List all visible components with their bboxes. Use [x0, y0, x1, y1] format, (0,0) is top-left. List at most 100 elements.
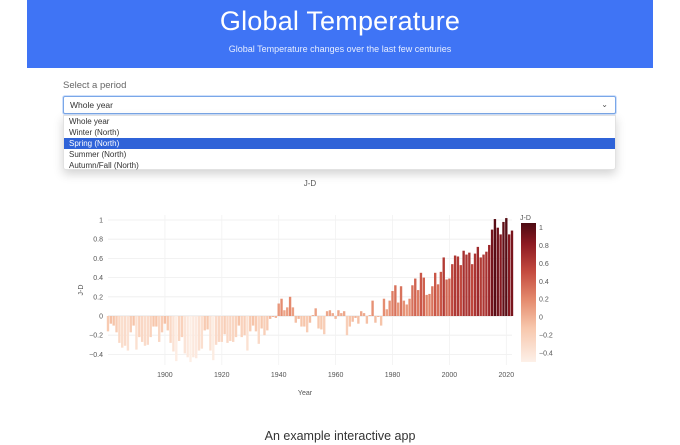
bar-1892[interactable] [140, 316, 144, 342]
bar-2012[interactable] [482, 254, 485, 316]
bar-1951[interactable] [308, 316, 312, 323]
bar-1935[interactable] [263, 316, 266, 336]
bar-1973[interactable] [371, 300, 374, 316]
bar-2022[interactable] [510, 230, 514, 316]
bar-1885[interactable] [121, 316, 124, 348]
option-spring-north[interactable]: Spring (North) [64, 138, 615, 149]
bar-2011[interactable] [479, 257, 482, 316]
bar-1983[interactable] [399, 286, 403, 316]
bar-1918[interactable] [214, 316, 218, 345]
bar-2005[interactable] [462, 250, 465, 316]
bar-1913[interactable] [200, 316, 204, 349]
bar-1959[interactable] [331, 313, 334, 316]
bar-1961[interactable] [337, 310, 340, 316]
bar-1994[interactable] [431, 286, 434, 316]
bar-1964[interactable] [345, 316, 349, 336]
bar-1909[interactable] [189, 316, 192, 363]
bar-1946[interactable] [294, 316, 297, 323]
bar-1972[interactable] [368, 315, 371, 316]
bar-2004[interactable] [459, 265, 462, 316]
bar-1944[interactable] [288, 296, 292, 316]
bar-1900[interactable] [163, 316, 167, 324]
bar-2007[interactable] [468, 252, 471, 316]
bar-1896[interactable] [152, 316, 155, 327]
bar-1971[interactable] [365, 316, 369, 324]
bar-1923[interactable] [229, 316, 232, 341]
bar-1925[interactable] [234, 316, 238, 338]
bar-1970[interactable] [362, 313, 366, 316]
bar-2016[interactable] [493, 219, 497, 316]
bar-1947[interactable] [297, 316, 300, 319]
bar-2013[interactable] [485, 251, 488, 316]
bar-1987[interactable] [411, 285, 414, 316]
bar-1996[interactable] [436, 284, 440, 316]
bar-1969[interactable] [360, 311, 363, 316]
bar-1899[interactable] [160, 316, 164, 333]
period-select[interactable]: Whole year ⌄ [63, 96, 616, 114]
bar-1932[interactable] [254, 316, 258, 332]
bar-1928[interactable] [243, 316, 246, 336]
bar-1917[interactable] [212, 316, 215, 361]
bar-1914[interactable] [203, 316, 206, 331]
bar-1942[interactable] [283, 310, 286, 316]
bar-1980[interactable] [391, 291, 394, 316]
bar-1891[interactable] [138, 316, 141, 338]
bar-1919[interactable] [217, 316, 221, 342]
bar-1956[interactable] [323, 316, 326, 335]
bar-1911[interactable] [195, 316, 198, 359]
bar-1957[interactable] [325, 311, 329, 316]
bar-1894[interactable] [146, 316, 150, 345]
bar-2020[interactable] [505, 218, 508, 316]
bar-1886[interactable] [123, 316, 127, 346]
bar-1965[interactable] [348, 316, 352, 327]
bar-1888[interactable] [129, 316, 132, 333]
bar-2010[interactable] [476, 246, 480, 316]
bar-1882[interactable] [112, 316, 115, 326]
bar-1916[interactable] [209, 316, 212, 351]
bar-1939[interactable] [274, 316, 278, 318]
bar-1922[interactable] [226, 316, 229, 343]
bar-1905[interactable] [177, 316, 181, 341]
bar-2017[interactable] [496, 227, 499, 316]
bar-1880[interactable] [106, 316, 110, 332]
bar-1993[interactable] [428, 293, 431, 316]
bar-2015[interactable] [490, 229, 494, 316]
bar-1977[interactable] [382, 298, 386, 316]
bar-1955[interactable] [320, 316, 323, 330]
bar-2006[interactable] [465, 254, 468, 316]
bar-1881[interactable] [109, 316, 113, 324]
bar-1915[interactable] [206, 316, 209, 330]
bar-1989[interactable] [416, 290, 420, 316]
bar-1982[interactable] [397, 302, 400, 316]
option-winter-north[interactable]: Winter (North) [69, 128, 120, 137]
bar-1887[interactable] [126, 316, 130, 351]
bar-1974[interactable] [374, 316, 377, 323]
bar-1901[interactable] [166, 316, 169, 331]
bar-1963[interactable] [342, 311, 346, 316]
bar-1985[interactable] [405, 304, 408, 316]
bar-1967[interactable] [354, 316, 357, 318]
bar-1954[interactable] [317, 316, 320, 329]
option-whole-year[interactable]: Whole year [69, 117, 110, 126]
bar-1979[interactable] [388, 300, 391, 316]
bar-1984[interactable] [402, 300, 406, 316]
bar-1990[interactable] [419, 272, 423, 316]
bar-1938[interactable] [271, 316, 275, 317]
bar-1912[interactable] [197, 316, 201, 351]
option-summer-north[interactable]: Summer (North) [69, 150, 127, 159]
bar-1978[interactable] [385, 309, 388, 316]
bar-2019[interactable] [502, 221, 505, 316]
bar-1908[interactable] [186, 316, 189, 358]
bar-1883[interactable] [115, 316, 118, 333]
bar-1992[interactable] [425, 294, 428, 316]
bar-2000[interactable] [448, 278, 451, 316]
bar-1884[interactable] [118, 316, 121, 343]
bar-1897[interactable] [155, 316, 158, 327]
bar-1926[interactable] [237, 316, 241, 326]
bar-1948[interactable] [300, 316, 303, 327]
bar-1995[interactable] [434, 272, 437, 316]
bar-1898[interactable] [158, 316, 161, 342]
bar-2018[interactable] [499, 234, 502, 316]
bar-1950[interactable] [305, 316, 309, 333]
option-autumn-fall-north[interactable]: Autumn/Fall (North) [69, 161, 139, 170]
